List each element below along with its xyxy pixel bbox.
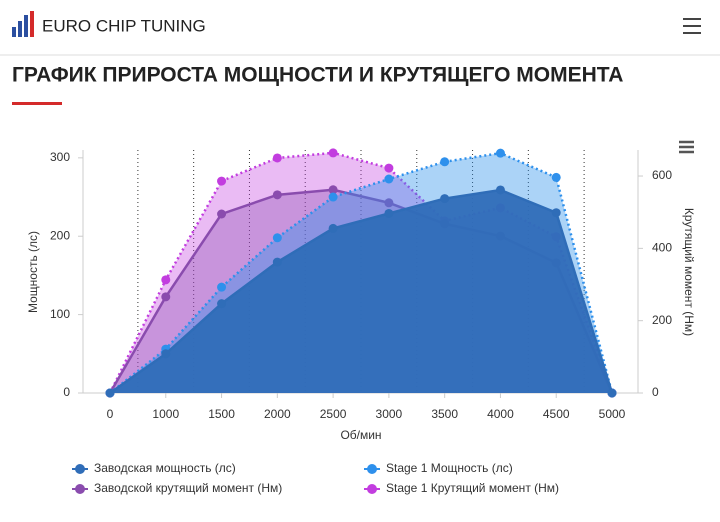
logo-bar <box>24 15 28 37</box>
x-tick-label: 5000 <box>599 407 626 421</box>
point <box>161 275 171 285</box>
point <box>217 176 227 186</box>
point <box>272 233 282 243</box>
legend-label[interactable]: Stage 1 Крутящий момент (Нм) <box>386 481 559 495</box>
point <box>551 208 561 218</box>
point <box>328 148 338 158</box>
point <box>607 388 617 398</box>
title-underline <box>12 102 62 105</box>
x-tick-label: 1500 <box>208 407 235 421</box>
x-tick-label: 0 <box>107 407 114 421</box>
area <box>110 189 612 393</box>
point <box>384 174 394 184</box>
point <box>272 257 282 267</box>
point <box>217 282 227 292</box>
point <box>105 388 115 398</box>
y-axis-label: Мощность (лс) <box>26 231 40 313</box>
x-axis-label: Об/мин <box>340 428 381 442</box>
x-tick-label: 1000 <box>152 407 179 421</box>
point <box>384 163 394 173</box>
legend-label[interactable]: Stage 1 Мощность (лс) <box>386 461 513 475</box>
y-tick-label: 0 <box>63 385 70 399</box>
x-tick-label: 2000 <box>264 407 291 421</box>
y-tick-label: 100 <box>50 307 70 321</box>
point <box>161 349 171 359</box>
line <box>109 151 614 394</box>
point <box>328 192 338 202</box>
x-tick-label: 4500 <box>543 407 570 421</box>
legend-label[interactable]: Заводская мощность (лс) <box>94 461 236 475</box>
legend-marker <box>75 484 85 494</box>
legend-marker <box>367 484 377 494</box>
x-tick-label: 3500 <box>431 407 458 421</box>
legend-label[interactable]: Заводской крутящий момент (Нм) <box>94 481 282 495</box>
y2-tick-label: 200 <box>652 313 672 327</box>
point <box>495 185 505 195</box>
y2-axis-label: Крутящий момент (Нм) <box>682 208 696 336</box>
point <box>384 198 394 208</box>
y2-tick-label: 0 <box>652 385 659 399</box>
point <box>328 185 338 195</box>
x-tick-label: 4000 <box>487 407 514 421</box>
point <box>440 157 450 167</box>
point <box>495 148 505 158</box>
point <box>217 209 227 219</box>
line <box>109 188 614 395</box>
point <box>272 190 282 200</box>
menu-icon[interactable] <box>683 18 701 34</box>
point <box>272 153 282 163</box>
export-menu[interactable] <box>679 140 694 154</box>
point <box>551 172 561 182</box>
y-tick-label: 200 <box>50 228 70 242</box>
logo-bar <box>12 27 16 37</box>
logo-bar <box>30 11 34 37</box>
x-tick-label: 2500 <box>320 407 347 421</box>
logo-bar <box>18 21 22 37</box>
y-tick-label: 300 <box>50 150 70 164</box>
legend-marker <box>75 464 85 474</box>
y2-tick-label: 400 <box>652 241 672 255</box>
point <box>161 292 171 302</box>
logo[interactable]: EURO CHIP TUNING <box>42 16 206 35</box>
y2-tick-label: 600 <box>652 168 672 182</box>
legend-marker <box>367 464 377 474</box>
point <box>384 208 394 218</box>
page-title: ГРАФИК ПРИРОСТА МОЩНОСТИ И КРУТЯЩЕГО МОМ… <box>12 64 623 87</box>
point <box>328 223 338 233</box>
point <box>217 299 227 309</box>
point <box>440 194 450 204</box>
x-tick-label: 3000 <box>376 407 403 421</box>
